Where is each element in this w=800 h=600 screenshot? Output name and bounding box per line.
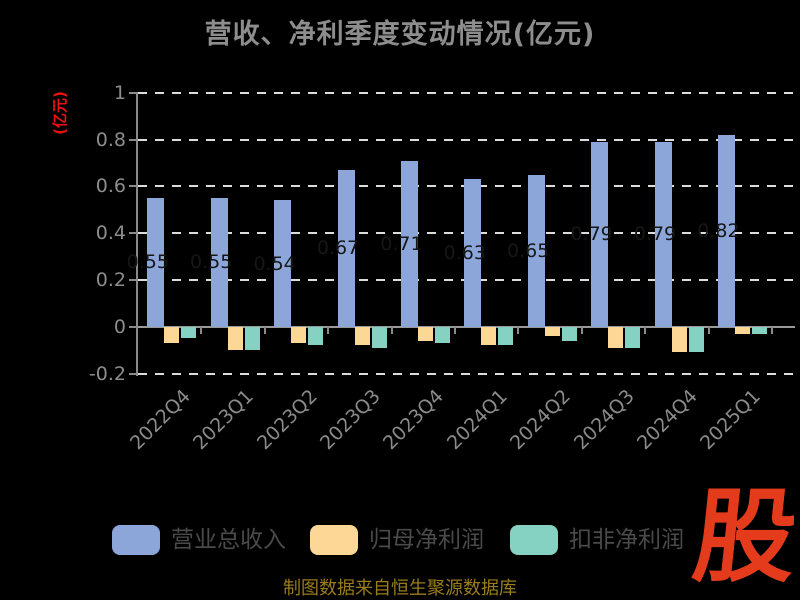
stock-logo: 股 — [687, 478, 800, 597]
legend-label-revenue: 营业总收入 — [171, 527, 286, 553]
x-tick — [327, 326, 330, 334]
y-tick — [129, 185, 138, 188]
gridline — [138, 372, 795, 375]
gridline — [138, 138, 795, 141]
non-gaap-profit-bar — [498, 326, 514, 346]
x-tick — [200, 326, 203, 334]
bar-value-label: 0.55 — [190, 251, 233, 274]
bar-value-label: 0.54 — [253, 252, 296, 275]
x-axis-label: 2023Q3 — [315, 385, 385, 455]
bar-value-label: 0.82 — [697, 219, 740, 242]
non-gaap-profit-bar — [561, 326, 577, 341]
revenue-bar — [654, 141, 672, 327]
bar-value-label: 0.71 — [380, 232, 423, 255]
legend: 营业总收入 归母净利润 扣非净利润 — [0, 522, 800, 558]
net-profit-bar — [417, 326, 433, 341]
y-tick-label: 0.2 — [95, 268, 126, 291]
x-tick — [771, 326, 773, 334]
x-axis-label: 2024Q2 — [506, 385, 576, 455]
x-axis-label: 2023Q2 — [252, 385, 322, 455]
y-tick-label: 0.8 — [95, 128, 126, 151]
revenue-bar — [464, 179, 482, 327]
y-tick — [129, 91, 138, 94]
net-profit-bar — [354, 326, 370, 346]
x-tick — [517, 326, 520, 334]
legend-swatch-non-gaap — [510, 525, 558, 555]
revenue-bar — [274, 200, 292, 327]
non-gaap-profit-bar — [308, 326, 324, 346]
y-tick-label: 1 — [113, 81, 126, 104]
revenue-bar — [591, 141, 609, 327]
non-gaap-profit-bar — [371, 326, 387, 348]
x-axis-label: 2023Q4 — [379, 385, 449, 455]
non-gaap-profit-bar — [688, 326, 704, 353]
revenue-bar — [337, 169, 355, 327]
revenue-bar — [147, 198, 165, 327]
legend-label-net-profit: 归母净利润 — [369, 527, 484, 553]
revenue-bar — [400, 160, 418, 327]
y-tick-label: -0.2 — [88, 362, 126, 385]
y-axis-spine — [136, 92, 138, 376]
legend-item-non-gaap[interactable]: 扣非净利润 — [510, 522, 684, 558]
x-tick — [580, 326, 583, 334]
net-profit-bar — [544, 326, 560, 337]
y-tick-label: 0 — [113, 315, 126, 338]
x-axis-label: 2022Q4 — [125, 385, 195, 455]
non-gaap-profit-bar — [181, 326, 197, 339]
net-profit-bar — [608, 326, 624, 348]
bar-value-label: 0.63 — [443, 241, 486, 264]
x-tick — [390, 326, 393, 334]
bar-value-label: 0.65 — [507, 239, 550, 262]
legend-swatch-revenue — [112, 525, 160, 555]
legend-swatch-net-profit — [310, 525, 358, 555]
x-axis-label: 2024Q3 — [569, 385, 639, 455]
legend-label-non-gaap: 扣非净利润 — [569, 527, 684, 553]
bar-value-label: 0.79 — [570, 223, 613, 246]
x-axis-label: 2025Q1 — [696, 385, 766, 455]
legend-item-revenue[interactable]: 营业总收入 — [112, 522, 286, 558]
bar-value-label: 0.67 — [316, 237, 360, 260]
x-tick — [454, 326, 456, 334]
y-tick — [129, 232, 138, 235]
x-tick — [263, 326, 266, 334]
non-gaap-profit-bar — [625, 326, 641, 348]
non-gaap-profit-bar — [434, 326, 450, 344]
x-tick — [644, 326, 647, 334]
y-tick — [129, 372, 138, 375]
revenue-bar — [717, 134, 735, 327]
y-tick — [129, 325, 138, 328]
net-profit-bar — [671, 326, 687, 353]
revenue-bar — [210, 198, 228, 327]
chart-title: 营收、净利季度变动情况(亿元) — [204, 19, 596, 50]
net-profit-bar — [734, 326, 750, 334]
zero-axis-line — [138, 325, 795, 328]
gridline — [138, 91, 795, 94]
bar-value-label: 0.79 — [633, 223, 677, 246]
y-tick-label: 0.6 — [95, 175, 126, 198]
bar-value-label: 0.55 — [126, 251, 169, 274]
net-profit-bar — [291, 326, 307, 344]
x-axis-label: 2024Q1 — [442, 385, 512, 455]
net-profit-bar — [481, 326, 497, 346]
y-tick — [129, 278, 138, 281]
revenue-bar — [527, 174, 545, 327]
y-tick-label: 0.4 — [95, 222, 126, 245]
non-gaap-profit-bar — [751, 326, 767, 334]
legend-item-net-profit[interactable]: 归母净利润 — [310, 522, 484, 558]
x-axis-label: 2024Q4 — [632, 385, 702, 455]
y-tick — [129, 138, 138, 141]
x-axis-label: 2023Q1 — [189, 385, 259, 455]
net-profit-bar — [227, 326, 243, 351]
net-profit-bar — [164, 326, 180, 344]
x-tick — [707, 326, 710, 334]
data-source-text: 制图数据来自恒生聚源数据库 — [283, 578, 517, 599]
non-gaap-profit-bar — [244, 326, 260, 351]
